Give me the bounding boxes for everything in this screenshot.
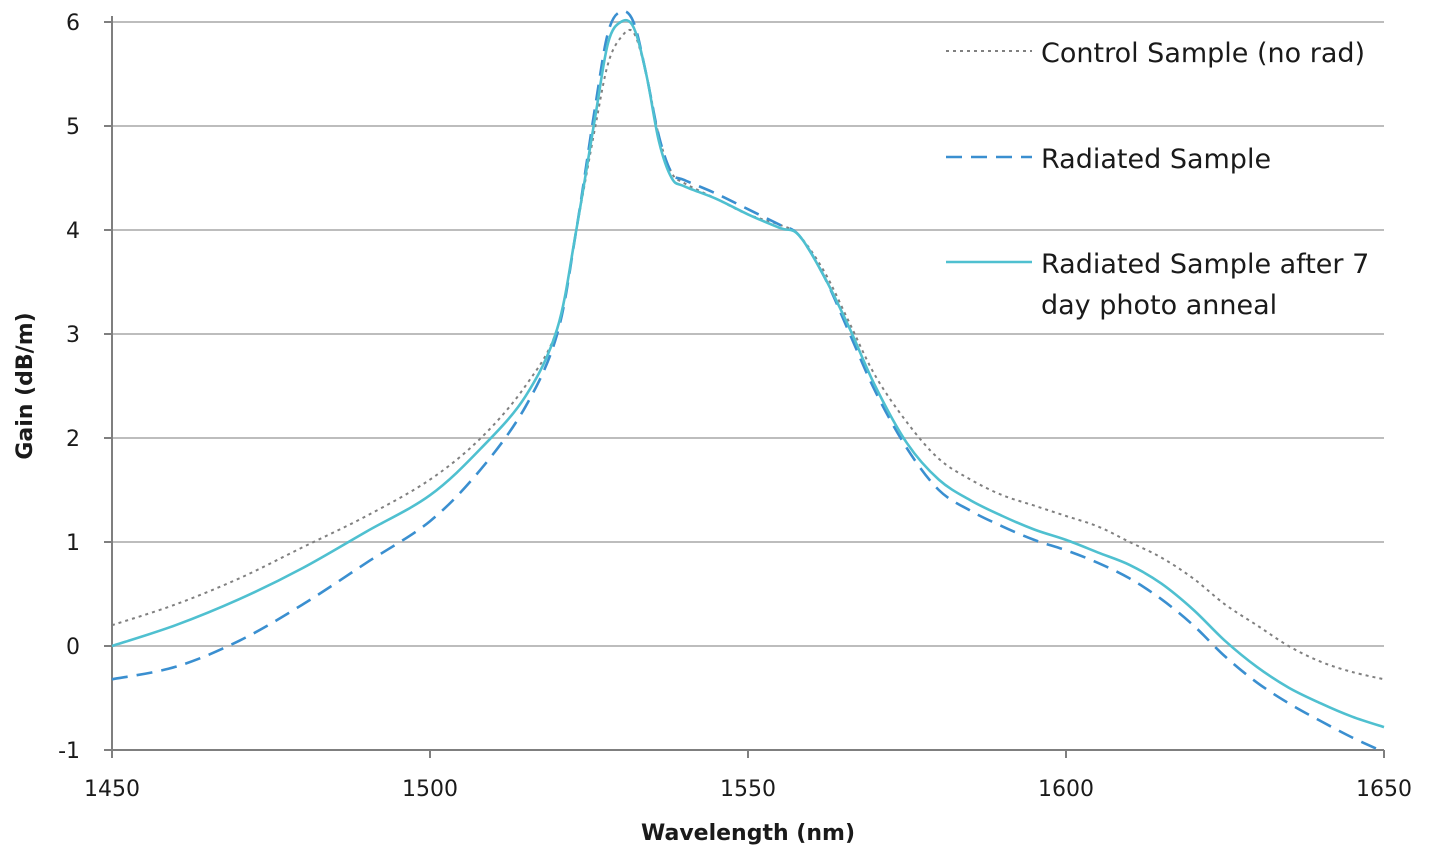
- x-tick-label-0: 1450: [84, 777, 140, 802]
- y-tick-label-7: 6: [66, 11, 80, 36]
- series-lines: [111, 9, 1385, 754]
- legend-label-2-line-1: Radiated Sample after 7: [1041, 249, 1369, 280]
- y-tick-label-6: 5: [66, 115, 80, 140]
- y-tick-label-4: 3: [66, 323, 80, 348]
- x-axis-title: Wavelength (nm): [641, 821, 855, 846]
- y-tick-label-2: 1: [66, 531, 80, 556]
- y-tick-label-5: 4: [66, 219, 80, 244]
- y-tick-label-1: 0: [66, 635, 80, 660]
- x-tick-label-3: 1600: [1038, 777, 1094, 802]
- series-line-1: [111, 9, 1385, 754]
- series-line-0: [111, 28, 1385, 681]
- x-tick-label-2: 1550: [720, 777, 776, 802]
- y-tick-label-0: -1: [58, 739, 80, 764]
- legend-label-0: Control Sample (no rad): [1041, 38, 1365, 69]
- legend-label-1: Radiated Sample: [1041, 144, 1271, 175]
- legend: Control Sample (no rad) Radiated Sample Ra…: [946, 38, 1369, 321]
- y-tick-label-3: 2: [66, 427, 80, 452]
- y-axis-title: Gain (dB/m): [13, 312, 38, 459]
- series-line-2: [111, 18, 1385, 729]
- legend-label-2-line-2: day photo anneal: [1041, 290, 1277, 321]
- legend-label-2: Radiated Sample after 7 day photo anneal: [1041, 249, 1369, 321]
- gridlines: [112, 21, 1384, 647]
- tick-labels: -1 0 1 2 3 4 5 6 1450 1500 1550 1600 1650: [58, 11, 1412, 802]
- x-tick-label-4: 1650: [1356, 777, 1412, 802]
- x-tick-label-1: 1500: [402, 777, 458, 802]
